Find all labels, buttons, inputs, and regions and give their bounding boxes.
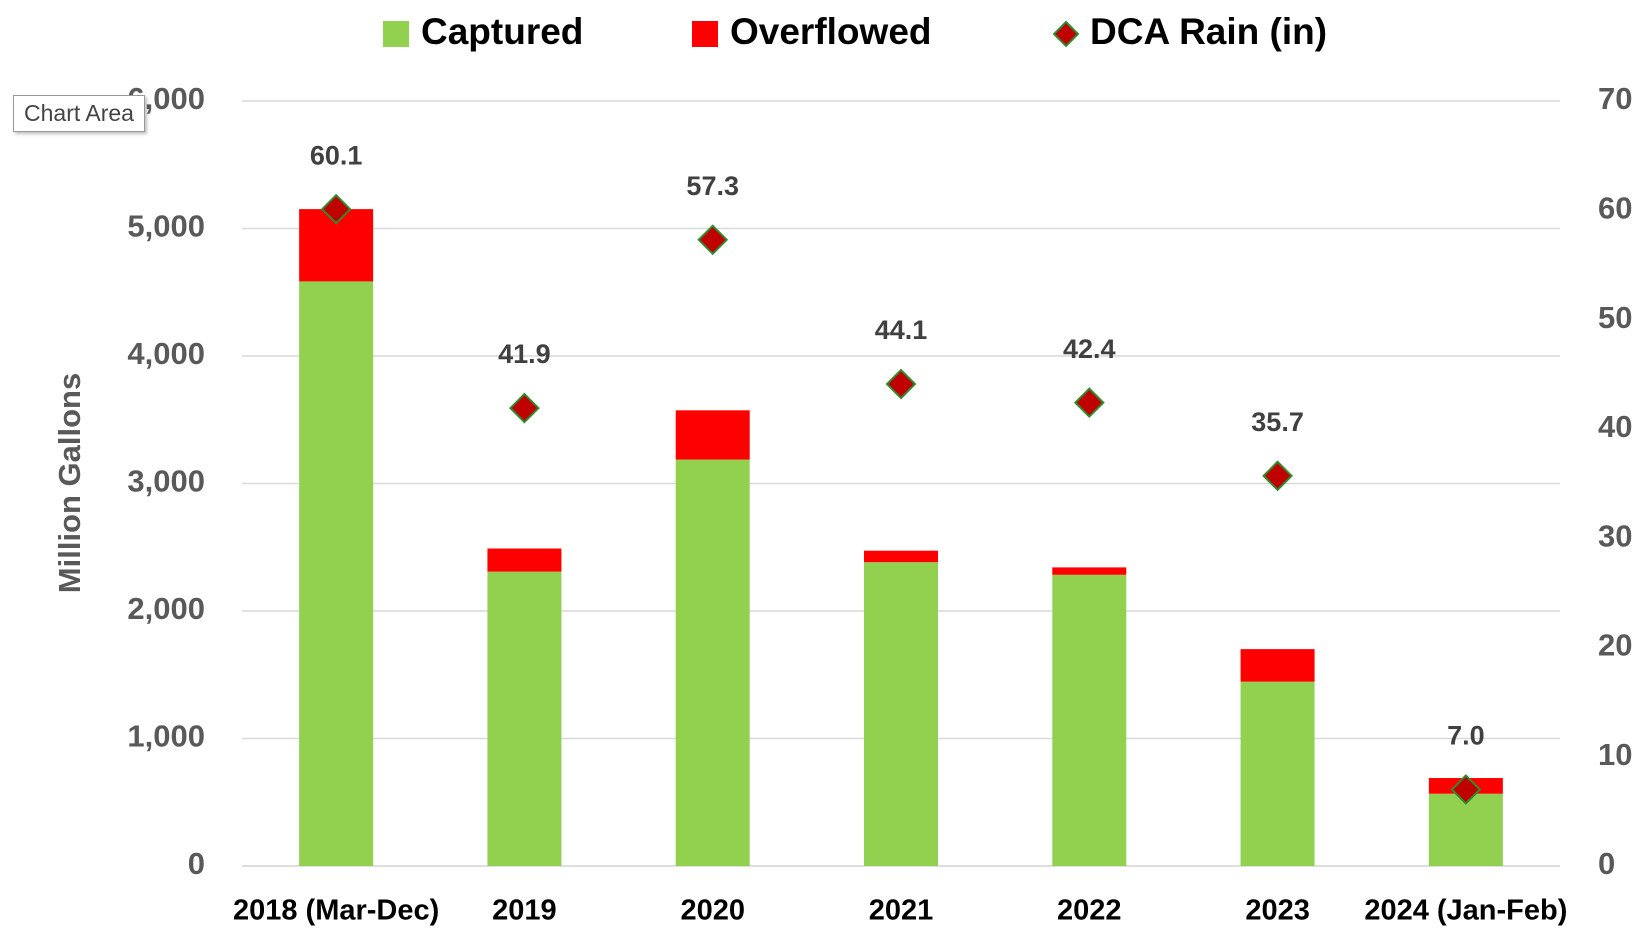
y2-tick-label: 30 xyxy=(1598,518,1632,553)
y-tick-label: 3,000 xyxy=(127,464,205,499)
y-tick-label: 0 xyxy=(188,846,205,881)
legend-marker xyxy=(1052,20,1080,48)
bar-segment xyxy=(675,410,750,460)
legend-swatch xyxy=(692,21,718,47)
y2-tick-label: 40 xyxy=(1598,409,1632,444)
tooltip: Chart Area xyxy=(13,95,145,132)
y2-tick-label: 50 xyxy=(1598,300,1632,335)
bar-segment xyxy=(864,550,938,563)
y2-tick-label: 70 xyxy=(1598,81,1632,116)
bar-segment xyxy=(1052,567,1127,575)
rain-marker xyxy=(697,224,729,256)
bar-segment xyxy=(1428,793,1503,866)
bar-segment xyxy=(1240,649,1315,682)
x-tick-label: 2021 xyxy=(869,895,934,927)
data-label: 7.0 xyxy=(1447,721,1485,751)
bar-segment xyxy=(487,548,562,572)
legend-label: Captured xyxy=(421,11,583,52)
data-label: 60.1 xyxy=(310,140,363,170)
bar-segment xyxy=(675,459,750,866)
rain-marker xyxy=(320,193,352,225)
legend-swatch xyxy=(383,21,409,47)
x-tick-label: 2023 xyxy=(1245,895,1310,927)
bar-segment xyxy=(1240,681,1315,866)
rain-marker xyxy=(1262,460,1293,492)
y-tick-label: 1,000 xyxy=(127,719,205,754)
y-axis-label: Million Gallons xyxy=(52,373,87,593)
y-tick-label: 5,000 xyxy=(127,209,205,244)
x-tick-label: 2019 xyxy=(492,895,557,927)
y2-tick-label: 20 xyxy=(1598,628,1632,663)
y2-tick-label: 10 xyxy=(1598,737,1632,772)
rain-marker xyxy=(509,392,540,424)
bar-segment xyxy=(1052,574,1127,866)
data-label: 57.3 xyxy=(686,171,739,201)
y2-tick-label: 0 xyxy=(1598,846,1615,881)
legend-label: Overflowed xyxy=(730,11,932,52)
legend-label: DCA Rain (in) xyxy=(1090,11,1327,52)
data-label: 35.7 xyxy=(1251,407,1304,437)
bar-segment xyxy=(299,281,374,867)
x-tick-label: 2024 (Jan-Feb) xyxy=(1364,895,1567,927)
y-tick-label: 4,000 xyxy=(127,336,205,371)
x-tick-label: 2018 (Mar-Dec) xyxy=(233,895,439,927)
bar-segment xyxy=(487,571,562,866)
rain-marker xyxy=(885,368,917,400)
data-label: 44.1 xyxy=(875,315,928,345)
y2-tick-label: 60 xyxy=(1598,190,1632,225)
rain-marker xyxy=(1073,387,1105,419)
bar-segment xyxy=(864,562,938,866)
rain-marker xyxy=(1450,774,1482,805)
x-tick-label: 2020 xyxy=(680,895,745,927)
data-label: 42.4 xyxy=(1063,334,1116,364)
x-tick-label: 2022 xyxy=(1057,895,1122,927)
y-tick-label: 2,000 xyxy=(127,591,205,626)
data-label: 41.9 xyxy=(498,339,551,369)
